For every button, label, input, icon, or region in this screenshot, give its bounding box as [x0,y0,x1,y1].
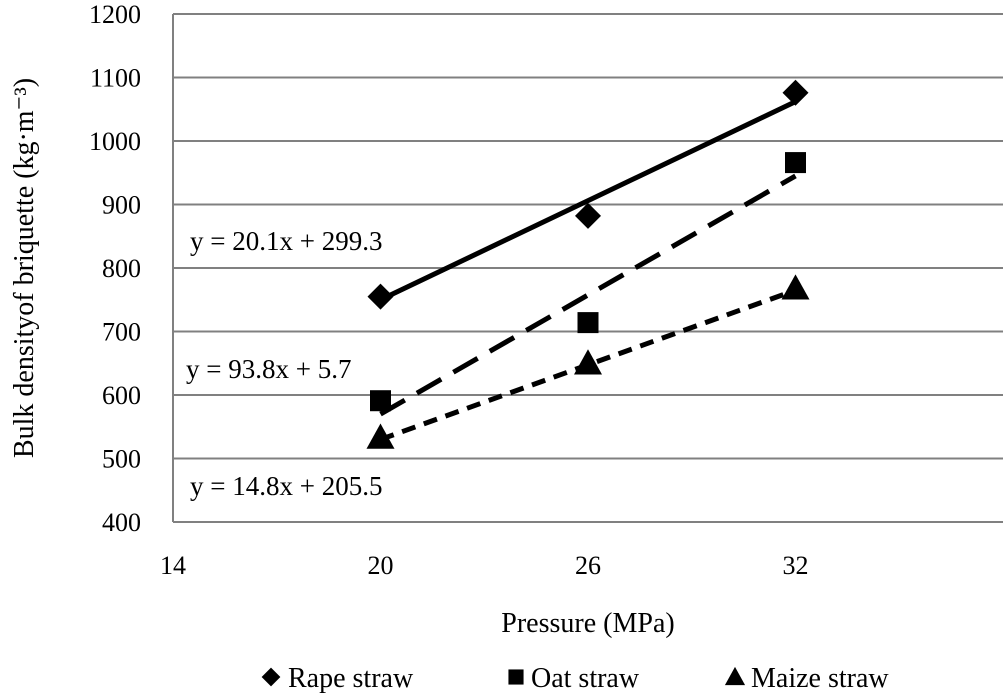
legend-marker [724,666,746,686]
point-oat-straw [577,312,599,334]
tick-labels: 400 500 600 700 800 900 1000 1100 1200 14 20 26 32 [89,0,809,580]
trendline-oat-straw [379,173,797,417]
point-oat-straw [785,152,806,174]
point-maize-straw [574,349,602,375]
legend-label: Oat straw [531,663,640,694]
y-tick-label: 400 [102,508,141,537]
x-tick-label: 26 [575,551,601,580]
x-tick-label: 32 [783,551,809,580]
y-tick-label: 600 [102,381,141,410]
legend-marker [508,669,524,685]
legend-label: Rape straw [288,663,414,694]
y-axis-title: Bulk densityof briquette (kg·m⁻³) [9,78,40,458]
y-tick-label: 700 [102,318,141,347]
plot-frame [172,14,1003,523]
point-rape-straw [367,283,394,310]
trendline-rape-straw [379,99,797,303]
point-maize-straw [366,423,395,449]
y-tick-label: 500 [102,445,141,474]
trend-equations: y = 20.1x + 299.3 y = 93.8x + 5.7 y = 14.8… [186,226,382,501]
x-tick-label: 20 [368,551,394,580]
grid-lines [173,13,1003,523]
legend: Rape straw Oat straw Maize straw [261,663,889,694]
x-axis-title: Pressure (MPa) [501,608,674,639]
trendlines [379,99,797,442]
trend-equation: y = 93.8x + 5.7 [186,354,351,384]
trend-equation: y = 20.1x + 299.3 [190,226,382,256]
legend-marker [261,667,281,687]
point-maize-straw [781,274,810,300]
trend-equation: y = 14.8x + 205.5 [190,471,382,501]
y-tick-label: 1100 [90,64,141,93]
y-tick-label: 1000 [89,127,141,156]
x-tick-label: 14 [160,551,186,580]
y-tick-label: 900 [102,191,141,220]
y-tick-label: 1200 [89,0,141,29]
point-oat-straw [370,390,391,412]
point-rape-straw [782,79,809,106]
point-rape-straw [575,202,601,229]
legend-label: Maize straw [751,663,889,694]
data-markers [366,79,810,449]
y-tick-label: 800 [102,254,141,283]
